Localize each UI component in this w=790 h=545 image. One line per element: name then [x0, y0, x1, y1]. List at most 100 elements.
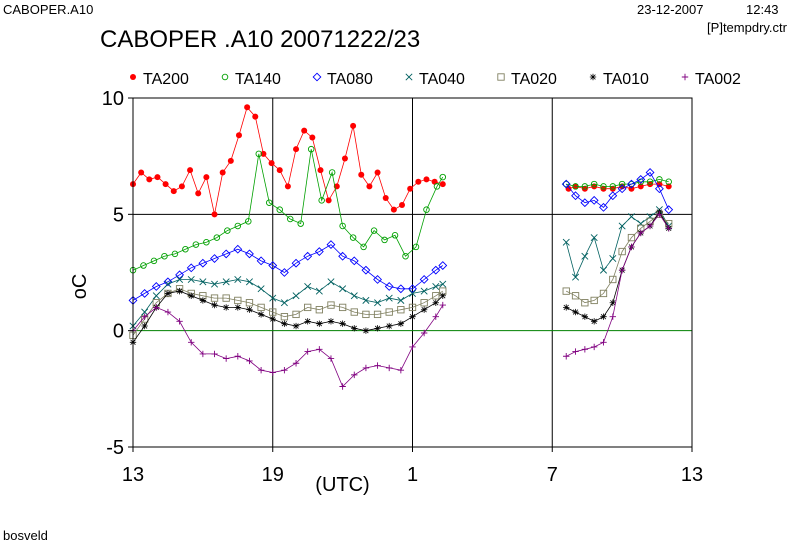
data-point [176, 275, 184, 283]
data-point [198, 258, 208, 268]
data-point [234, 353, 242, 360]
data-point [665, 178, 672, 186]
series-line [566, 213, 669, 304]
data-point [374, 325, 381, 332]
legend-marker [497, 73, 505, 81]
legend-item-ta200: TA200 [130, 71, 189, 88]
data-point [234, 275, 242, 283]
chart-grid [133, 98, 692, 447]
data-point [590, 234, 598, 242]
series-line [132, 149, 444, 271]
series-ta002 [129, 211, 672, 390]
data-point [572, 308, 579, 316]
data-point [176, 287, 183, 295]
data-point [138, 169, 145, 176]
data-point [350, 122, 357, 129]
data-point [590, 318, 598, 325]
data-point [397, 320, 405, 327]
series-line [132, 304, 444, 388]
data-point [213, 234, 221, 241]
data-point [618, 222, 626, 230]
data-point [349, 234, 357, 241]
data-point [599, 266, 608, 274]
data-point [420, 299, 428, 307]
legend-marker [312, 72, 322, 82]
data-point [637, 220, 645, 228]
data-point [600, 183, 607, 190]
legend-item-ta002: TA002 [681, 71, 741, 88]
data-point [339, 320, 346, 327]
data-point [141, 313, 148, 320]
data-point [163, 277, 173, 287]
data-point [350, 308, 358, 316]
data-point [292, 322, 300, 330]
data-point [351, 371, 358, 379]
data-point [397, 306, 405, 314]
x-tick-label: 1 [407, 464, 418, 486]
legend-label: TA040 [419, 71, 465, 88]
legend-marker [405, 73, 413, 81]
station-code: CABOPER.A10 [3, 2, 94, 17]
data-point [420, 287, 428, 295]
data-point [645, 168, 655, 177]
chart-legend: TA200 TA140 TA080 TA040 TA020 TA010 TA002 [130, 71, 741, 88]
data-point [581, 346, 589, 353]
data-point [370, 227, 378, 234]
x-tick-label: 7 [547, 464, 558, 486]
data-point [211, 301, 218, 309]
legend-item-ta040: TA040 [405, 71, 465, 88]
data-point [407, 185, 414, 192]
data-point [316, 320, 323, 327]
data-point [327, 355, 335, 362]
data-point [349, 256, 359, 266]
legend-marker [681, 73, 689, 81]
y-tick-label: 0 [113, 321, 124, 343]
series-ta040 [129, 206, 673, 330]
data-point [571, 292, 580, 300]
data-point [153, 304, 160, 311]
data-point [233, 244, 243, 254]
data-point [280, 313, 289, 321]
data-point [432, 313, 439, 320]
y-tick-label: 5 [113, 204, 124, 226]
data-point [316, 346, 323, 353]
data-point [341, 155, 348, 162]
data-point [627, 233, 636, 242]
data-point [328, 169, 336, 176]
data-point [609, 313, 617, 320]
data-point [618, 266, 626, 274]
data-point [628, 243, 635, 251]
data-point [433, 183, 441, 190]
data-point [647, 181, 654, 188]
data-point [438, 261, 448, 270]
data-point [386, 322, 393, 330]
data-point [291, 258, 301, 268]
data-point [286, 215, 294, 223]
data-point [562, 180, 570, 188]
data-point [257, 367, 265, 374]
data-point [561, 179, 571, 189]
data-point [339, 383, 346, 390]
data-point [358, 171, 365, 178]
data-point [627, 213, 635, 221]
data-point [150, 257, 158, 265]
data-point [361, 265, 371, 275]
legend-marker [589, 73, 597, 81]
data-point [245, 278, 253, 286]
data-point [211, 350, 218, 358]
data-point [178, 183, 185, 190]
data-point [385, 294, 393, 302]
data-point [187, 275, 195, 283]
data-point [186, 263, 196, 273]
data-point [665, 183, 672, 190]
data-point [152, 292, 160, 300]
data-point [327, 318, 335, 325]
y-axis-label: oC [69, 274, 91, 300]
data-point [252, 113, 259, 120]
data-point [600, 313, 607, 320]
series-line [132, 279, 443, 327]
data-point [222, 278, 230, 286]
data-point [151, 282, 161, 291]
data-point [280, 299, 288, 307]
data-point [420, 306, 428, 313]
